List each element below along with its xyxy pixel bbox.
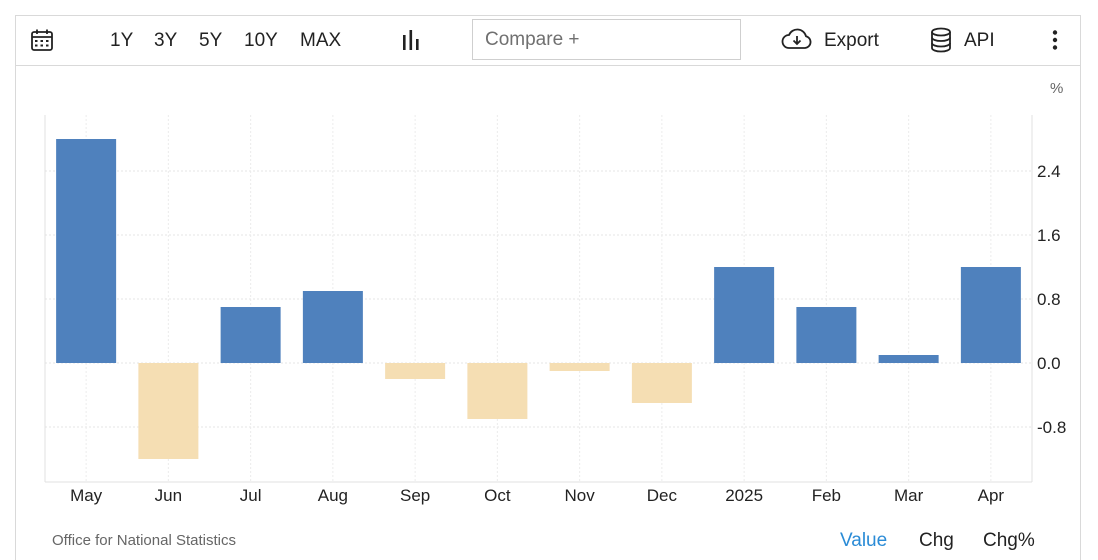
bar-sep[interactable] xyxy=(385,363,446,379)
cloud-download-icon[interactable] xyxy=(781,28,813,52)
range-1y-button[interactable]: 1Y xyxy=(110,30,134,51)
y-tick-label: 2.4 xyxy=(1037,162,1061,181)
bar-mar[interactable] xyxy=(878,355,939,363)
x-tick-label: Apr xyxy=(978,486,1005,505)
calendar-icon[interactable] xyxy=(30,28,54,52)
bar-jul[interactable] xyxy=(220,307,281,363)
bar-chart-icon[interactable] xyxy=(401,29,421,51)
toolbar: 1Y 3Y 5Y 10Y MAX Export API xyxy=(15,15,1081,66)
compare-input[interactable] xyxy=(472,19,741,60)
range-3y-button[interactable]: 3Y xyxy=(154,30,178,51)
y-tick-label: 0.0 xyxy=(1037,354,1061,373)
y-tick-label: 1.6 xyxy=(1037,226,1061,245)
chart-frame xyxy=(15,15,1081,560)
x-tick-label: Oct xyxy=(484,486,511,505)
x-tick-label: 2025 xyxy=(725,486,763,505)
bar-dec[interactable] xyxy=(631,363,692,403)
range-max-button[interactable]: MAX xyxy=(300,30,342,51)
range-5y-button[interactable]: 5Y xyxy=(199,30,223,51)
export-button[interactable]: Export xyxy=(824,30,879,51)
bar-oct[interactable] xyxy=(467,363,528,419)
x-tick-label: May xyxy=(70,486,103,505)
bar-may[interactable] xyxy=(56,139,117,363)
y-tick-label: 0.8 xyxy=(1037,290,1061,309)
bar-apr[interactable] xyxy=(960,267,1021,363)
x-tick-label: Sep xyxy=(400,486,430,505)
bar-aug[interactable] xyxy=(302,291,363,363)
bar-2025[interactable] xyxy=(714,267,775,363)
bar-jun[interactable] xyxy=(138,363,199,459)
range-10y-button[interactable]: 10Y xyxy=(244,30,278,51)
tab-chg-percent[interactable]: Chg% xyxy=(983,530,1035,551)
source-label: Office for National Statistics xyxy=(52,532,236,549)
x-tick-label: Dec xyxy=(647,486,678,505)
database-icon[interactable] xyxy=(930,27,952,53)
bar-nov[interactable] xyxy=(549,363,610,371)
api-button[interactable]: API xyxy=(964,30,995,51)
x-tick-label: Jun xyxy=(155,486,182,505)
tab-chg[interactable]: Chg xyxy=(919,530,954,551)
more-options-icon[interactable] xyxy=(1051,29,1059,51)
bar-feb[interactable] xyxy=(796,307,857,363)
y-tick-label: -0.8 xyxy=(1037,418,1066,437)
x-tick-label: Mar xyxy=(894,486,924,505)
x-tick-label: Aug xyxy=(318,486,348,505)
tab-value[interactable]: Value xyxy=(840,530,888,551)
x-tick-label: Jul xyxy=(240,486,262,505)
x-tick-label: Feb xyxy=(812,486,841,505)
y-axis-unit: % xyxy=(1050,80,1064,97)
x-tick-label: Nov xyxy=(565,486,596,505)
